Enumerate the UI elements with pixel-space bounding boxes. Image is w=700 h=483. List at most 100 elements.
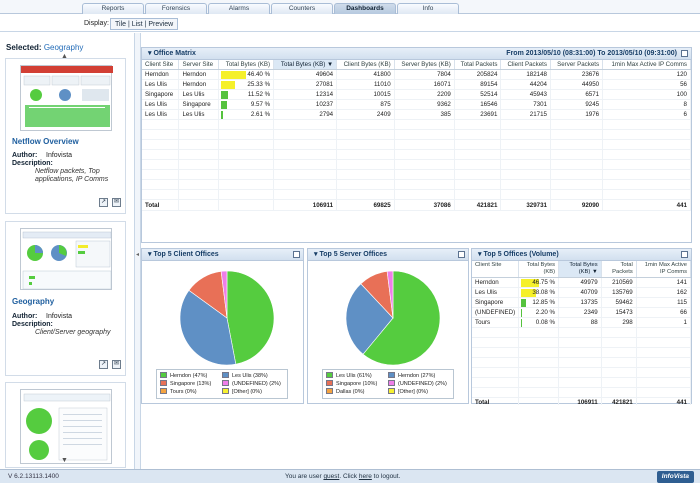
- matrix-column-header[interactable]: Server Site: [178, 60, 220, 70]
- volume-row[interactable]: Herndon 46.75 % 49979 210569 141: [472, 277, 692, 288]
- volume-row[interactable]: (UNDEFINED) 2.20 % 2349 15473 66: [472, 307, 692, 318]
- matrix-row[interactable]: Herndon Herndon 46.40 % 49604 41800 7804 20582…: [142, 69, 691, 80]
- main-tabs: Reports Forensics Alarms Counters Dashboards…: [82, 3, 460, 14]
- description-value: Client/Server geography: [35, 329, 111, 336]
- empty-cell: [336, 189, 395, 200]
- volume-column-header[interactable]: Total Packets: [601, 261, 637, 278]
- volume-column-header[interactable]: Total Bytes (KB) ▼: [558, 261, 602, 278]
- empty-cell: [601, 357, 637, 368]
- geography-thumbnail[interactable]: [20, 228, 112, 290]
- pie-slice[interactable]: [345, 283, 394, 355]
- empty-cell: [454, 149, 502, 160]
- client-packets-cell: 182148: [500, 69, 551, 80]
- netflow-thumbnail[interactable]: [20, 65, 113, 131]
- dashboard-card-geography[interactable]: Geography Author: Infovista Description: …: [5, 221, 126, 376]
- collapse-icon[interactable]: ▾: [478, 251, 482, 258]
- subscribe-icon[interactable]: ✉: [112, 360, 121, 369]
- tab-reports[interactable]: Reports: [82, 3, 144, 14]
- client-offices-title: Top 5 Client Offices: [153, 251, 219, 258]
- legend-label: Les Ulis (61%): [336, 373, 372, 379]
- share-bar-cell: 38.08 %: [518, 287, 560, 298]
- matrix-row[interactable]: Les Ulis Les Ulis 2.61 % 2794 2409 385 23691 21…: [142, 109, 691, 120]
- share-percent: 11.52 %: [247, 91, 271, 98]
- panel-options-icon[interactable]: [458, 251, 465, 258]
- open-dashboard-icon[interactable]: ↗: [99, 198, 108, 207]
- comms-cell: 120: [602, 69, 691, 80]
- tab-info[interactable]: Info: [397, 3, 459, 14]
- pie-slice[interactable]: [226, 270, 275, 365]
- empty-cell: [273, 129, 338, 140]
- empty-cell: [472, 377, 520, 388]
- geography-title[interactable]: Geography: [12, 297, 55, 306]
- matrix-column-header[interactable]: Client Packets: [500, 60, 551, 70]
- tab-counters[interactable]: Counters: [271, 3, 333, 14]
- pie-slice[interactable]: [220, 270, 228, 319]
- packets-cell: 15473: [601, 307, 637, 318]
- legend-item: Dallas (0%): [326, 388, 388, 396]
- collapse-icon[interactable]: ▾: [148, 251, 152, 258]
- volume-column-header[interactable]: Client Site: [472, 261, 520, 278]
- panel-options-icon[interactable]: [681, 251, 688, 258]
- empty-cell: [336, 139, 395, 150]
- matrix-column-header[interactable]: Client Bytes (KB): [336, 60, 395, 70]
- legend-swatch: [160, 388, 167, 394]
- collapse-icon[interactable]: ▾: [148, 50, 152, 57]
- netflow-title[interactable]: Netflow Overview: [12, 137, 79, 146]
- volume-row[interactable]: Tours 0.08 % 88 298 1: [472, 317, 692, 328]
- dashboard-card-preview[interactable]: [5, 382, 126, 468]
- tab-alarms[interactable]: Alarms: [208, 3, 270, 14]
- empty-row: [472, 327, 692, 338]
- server-bytes-cell: 16071: [394, 79, 455, 90]
- empty-cell: [336, 119, 395, 130]
- volume-column-header[interactable]: 1min Max Active IP Comms: [636, 261, 692, 278]
- matrix-row[interactable]: Singapore Les Ulis 11.52 % 12314 10015 2209 52…: [142, 89, 691, 100]
- collapse-icon[interactable]: ▾: [314, 251, 318, 258]
- matrix-row[interactable]: Les Ulis Herndon 25.33 % 27081 11010 16071 891…: [142, 79, 691, 90]
- matrix-column-header[interactable]: Server Bytes (KB): [394, 60, 455, 70]
- matrix-column-header[interactable]: Server Packets: [550, 60, 604, 70]
- empty-cell: [500, 159, 551, 170]
- user-link[interactable]: guest: [323, 473, 340, 480]
- empty-cell: [518, 357, 560, 368]
- matrix-column-header[interactable]: 1min Max Active IP Comms: [602, 60, 691, 70]
- display-label: Display:: [84, 20, 109, 27]
- dashboard-card-netflow[interactable]: Netflow Overview Author: Infovista Descri…: [5, 58, 126, 214]
- matrix-row[interactable]: Les Ulis Singapore 9.57 % 10237 875 9362 16546…: [142, 99, 691, 110]
- scroll-up-icon[interactable]: ▲: [61, 53, 68, 60]
- matrix-column-header[interactable]: Total Bytes (KB) ▼: [273, 60, 338, 70]
- subscribe-icon[interactable]: ✉: [112, 198, 121, 207]
- display-mode-buttons[interactable]: Tile | List | Preview: [110, 18, 179, 30]
- volume-header: ▾ Top 5 Offices (Volume): [472, 249, 691, 261]
- tab-dashboards[interactable]: Dashboards: [334, 3, 396, 14]
- legend-label: (UNDEFINED) (2%): [232, 381, 281, 387]
- empty-cell: [178, 149, 220, 160]
- pie-slice[interactable]: [362, 270, 441, 366]
- description-label: Description:: [12, 321, 53, 328]
- volume-row[interactable]: Les Ulis 38.08 % 40709 135769 162: [472, 287, 692, 298]
- comms-cell: 8: [602, 99, 691, 110]
- legend-item: [Other] (0%): [388, 388, 450, 396]
- dashboard-empty-area: [141, 405, 692, 469]
- volume-row[interactable]: Singapore 12.85 % 13735 59462 115: [472, 297, 692, 308]
- empty-cell: [142, 139, 180, 150]
- empty-cell: [218, 169, 275, 180]
- server-offices-pie[interactable]: [333, 267, 453, 377]
- client-bytes-cell: 41800: [336, 69, 395, 80]
- total-cell: 2794: [273, 109, 338, 120]
- sidebar-splitter[interactable]: ◂: [135, 33, 141, 469]
- client-offices-pie[interactable]: [167, 267, 287, 377]
- matrix-column-header[interactable]: Total Packets: [454, 60, 502, 70]
- volume-column-header[interactable]: Total Bytes (KB): [518, 261, 560, 278]
- pie-slice[interactable]: [179, 289, 237, 366]
- tab-forensics[interactable]: Forensics: [145, 3, 207, 14]
- panel-options-icon[interactable]: [681, 50, 688, 57]
- share-bar: [521, 309, 523, 317]
- scroll-down-icon[interactable]: ▼: [61, 457, 68, 464]
- matrix-column-header[interactable]: Client Site: [142, 60, 180, 70]
- panel-options-icon[interactable]: [293, 251, 300, 258]
- preview-thumbnail[interactable]: [20, 389, 112, 464]
- pie-slice[interactable]: [386, 270, 394, 319]
- logout-link[interactable]: here: [358, 473, 372, 480]
- matrix-column-header[interactable]: Total Bytes (KB): [218, 60, 275, 70]
- open-dashboard-icon[interactable]: ↗: [99, 360, 108, 369]
